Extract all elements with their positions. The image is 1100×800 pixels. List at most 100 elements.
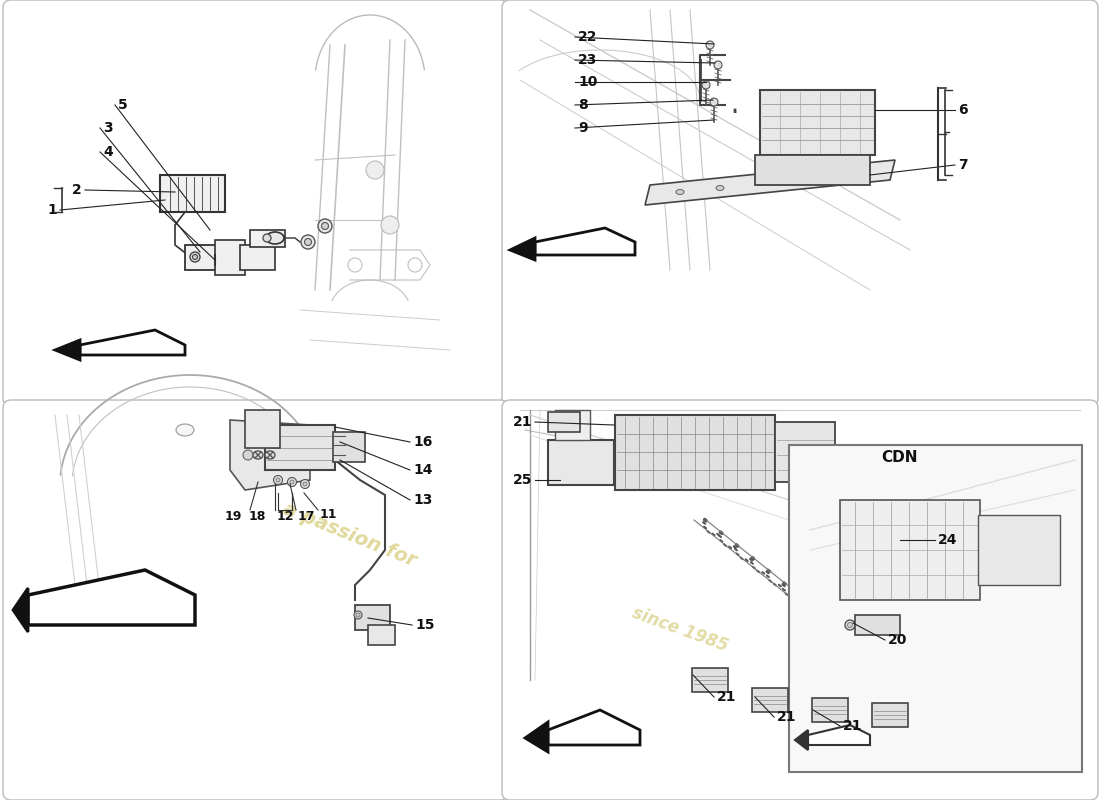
Text: 21: 21 bbox=[513, 415, 532, 429]
Text: 4: 4 bbox=[103, 145, 112, 159]
Ellipse shape bbox=[266, 232, 284, 244]
Text: 21: 21 bbox=[843, 719, 862, 733]
Bar bbox=[185, 245, 230, 270]
FancyBboxPatch shape bbox=[502, 0, 1098, 406]
Bar bbox=[615, 415, 776, 490]
Ellipse shape bbox=[300, 479, 309, 489]
Text: 17: 17 bbox=[298, 510, 316, 522]
Bar bbox=[760, 90, 874, 155]
Polygon shape bbox=[795, 730, 808, 750]
Bar bbox=[692, 668, 728, 692]
Ellipse shape bbox=[756, 181, 764, 186]
Bar bbox=[789, 445, 1082, 772]
Polygon shape bbox=[80, 330, 185, 355]
Polygon shape bbox=[808, 725, 870, 745]
Text: 24: 24 bbox=[938, 533, 957, 547]
Bar bbox=[333, 432, 365, 462]
Text: 13: 13 bbox=[412, 493, 432, 507]
Text: 6: 6 bbox=[958, 103, 968, 117]
Ellipse shape bbox=[706, 41, 714, 49]
FancyBboxPatch shape bbox=[3, 400, 508, 800]
Text: 15: 15 bbox=[415, 618, 434, 632]
Ellipse shape bbox=[265, 451, 275, 459]
Ellipse shape bbox=[190, 252, 200, 262]
Bar bbox=[556, 410, 590, 440]
Text: 14: 14 bbox=[412, 463, 432, 477]
Ellipse shape bbox=[847, 622, 852, 627]
Bar bbox=[265, 425, 336, 470]
Polygon shape bbox=[230, 420, 310, 490]
Text: a passion for: a passion for bbox=[280, 499, 419, 570]
Text: 18: 18 bbox=[249, 510, 266, 522]
Polygon shape bbox=[525, 722, 548, 752]
Ellipse shape bbox=[321, 222, 329, 230]
Ellipse shape bbox=[276, 478, 280, 482]
Polygon shape bbox=[55, 340, 80, 360]
Bar bbox=[240, 245, 275, 270]
Ellipse shape bbox=[287, 478, 297, 486]
Polygon shape bbox=[645, 160, 895, 205]
Text: 9: 9 bbox=[578, 121, 587, 135]
Polygon shape bbox=[548, 710, 640, 745]
Text: 16: 16 bbox=[412, 435, 432, 449]
Ellipse shape bbox=[710, 98, 718, 106]
Ellipse shape bbox=[366, 161, 384, 179]
Bar bbox=[755, 155, 870, 185]
Ellipse shape bbox=[243, 450, 253, 460]
FancyBboxPatch shape bbox=[502, 400, 1098, 800]
Ellipse shape bbox=[263, 234, 271, 242]
Polygon shape bbox=[13, 588, 28, 632]
Ellipse shape bbox=[290, 480, 294, 484]
Text: 10: 10 bbox=[578, 75, 597, 89]
Text: 2: 2 bbox=[73, 183, 82, 197]
Text: 5: 5 bbox=[118, 98, 128, 112]
Bar bbox=[812, 698, 848, 722]
Text: CDN: CDN bbox=[882, 450, 918, 466]
Bar bbox=[355, 605, 390, 630]
Ellipse shape bbox=[381, 216, 399, 234]
Text: 7: 7 bbox=[958, 158, 968, 172]
Text: 1: 1 bbox=[47, 203, 57, 217]
Text: 25: 25 bbox=[513, 473, 532, 487]
Text: 12: 12 bbox=[276, 510, 294, 522]
Ellipse shape bbox=[714, 61, 722, 69]
Text: 8: 8 bbox=[578, 98, 587, 112]
Ellipse shape bbox=[796, 175, 804, 181]
FancyBboxPatch shape bbox=[3, 0, 508, 406]
Ellipse shape bbox=[305, 238, 311, 246]
Polygon shape bbox=[28, 570, 195, 625]
Bar bbox=[368, 625, 395, 645]
Text: 20: 20 bbox=[888, 633, 907, 647]
Text: 3: 3 bbox=[103, 121, 112, 135]
Text: 21: 21 bbox=[717, 690, 737, 704]
Bar bbox=[250, 230, 285, 247]
Ellipse shape bbox=[676, 190, 684, 194]
Ellipse shape bbox=[356, 613, 360, 617]
Bar bbox=[548, 412, 580, 432]
Bar bbox=[160, 175, 226, 212]
Bar bbox=[245, 410, 280, 448]
Bar bbox=[840, 500, 980, 600]
Text: 21: 21 bbox=[777, 710, 796, 724]
Ellipse shape bbox=[702, 81, 710, 89]
Ellipse shape bbox=[302, 482, 307, 486]
Text: 11: 11 bbox=[320, 507, 338, 521]
Ellipse shape bbox=[354, 611, 362, 619]
Text: 19: 19 bbox=[224, 510, 242, 522]
Bar bbox=[855, 615, 900, 635]
Ellipse shape bbox=[301, 235, 315, 249]
Ellipse shape bbox=[176, 424, 194, 436]
Ellipse shape bbox=[253, 451, 263, 459]
Bar bbox=[978, 515, 1060, 585]
Bar bbox=[752, 688, 788, 712]
Bar bbox=[548, 440, 614, 485]
Polygon shape bbox=[535, 228, 635, 255]
Polygon shape bbox=[510, 238, 535, 260]
Bar bbox=[872, 703, 908, 727]
Bar bbox=[214, 240, 245, 275]
Ellipse shape bbox=[836, 170, 844, 175]
Ellipse shape bbox=[845, 620, 855, 630]
Text: 23: 23 bbox=[578, 53, 597, 67]
Ellipse shape bbox=[716, 186, 724, 190]
Text: 22: 22 bbox=[578, 30, 597, 44]
